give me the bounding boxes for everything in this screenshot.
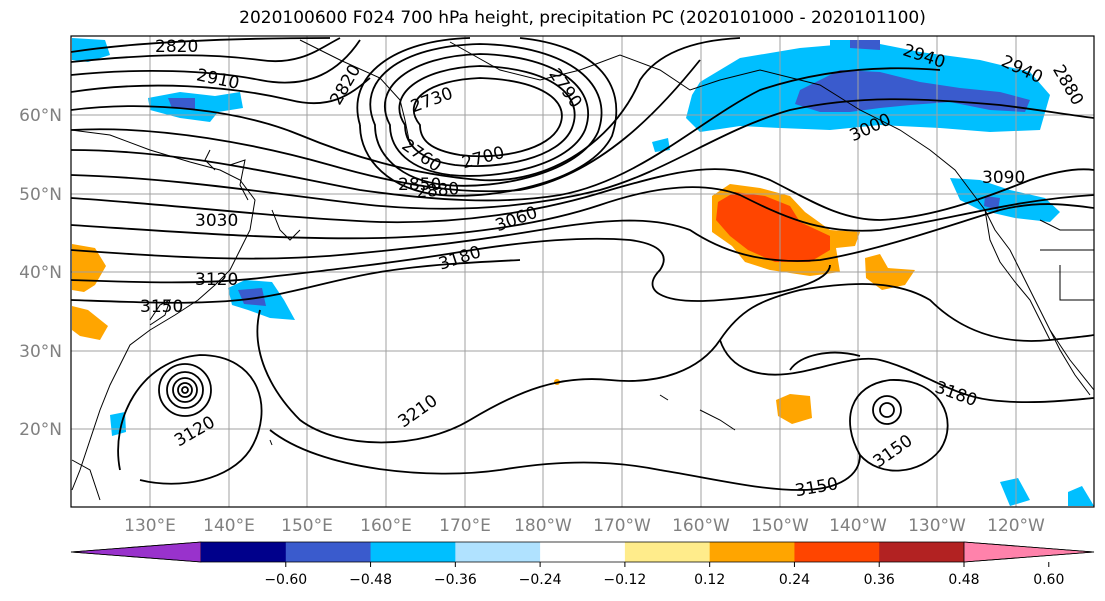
colorbar-outline	[70, 541, 1095, 563]
height-contours	[71, 37, 1094, 491]
lat-label: 20°N	[19, 420, 62, 440]
colorbar-segment	[540, 542, 626, 562]
colorbar: −0.60 −0.48 −0.36 −0.24 −0.12 0.12 0.24 0.36 0.4…	[70, 541, 1095, 588]
contour-label: 2880	[415, 179, 460, 203]
colorbar-tick-label: 0.24	[779, 572, 810, 588]
lon-label: 130°W	[908, 516, 966, 536]
colorbar-tick-label: 0.48	[948, 572, 979, 588]
contour-label: 2850	[398, 175, 441, 195]
colorbar-segment	[285, 542, 372, 562]
lon-label: 160°E	[360, 516, 412, 536]
longitude-labels: 130°E 140°E 150°E 160°E 170°E 180°W 170°…	[124, 516, 1045, 536]
lat-label: 40°N	[19, 263, 62, 283]
lon-label: 160°W	[672, 516, 730, 536]
colorbar-segment	[370, 542, 456, 562]
colorbar-tick-label: 0.60	[1033, 572, 1064, 588]
colorbar-tick-label: −0.48	[349, 572, 392, 588]
colorbar-segment	[201, 542, 287, 562]
colorbar-segments	[70, 541, 1095, 563]
colorbar-tick-label: 0.36	[864, 572, 895, 588]
lon-label: 140°W	[829, 516, 887, 536]
lon-label: 130°E	[124, 516, 176, 536]
colorbar-tick-label: −0.12	[603, 572, 646, 588]
colorbar-extend-low	[70, 541, 202, 563]
colorbar-segment	[624, 542, 711, 562]
map-border	[70, 35, 1095, 508]
contour-label: 2820	[155, 37, 198, 57]
lat-label: 50°N	[19, 185, 62, 205]
lon-label: 180°W	[514, 516, 572, 536]
contour-label: 3150	[140, 297, 183, 317]
colorbar-segment	[794, 542, 880, 562]
contour-label: 3090	[982, 168, 1025, 188]
precip-positive-shading	[72, 184, 915, 424]
colorbar-segment	[709, 542, 795, 562]
colorbar-ticks: −0.60 −0.48 −0.36 −0.24 −0.12 0.12 0.24 0.36 0.4…	[264, 562, 1064, 588]
lon-label: 150°E	[281, 516, 333, 536]
latitude-labels: 60°N 50°N 40°N 30°N 20°N	[19, 106, 62, 440]
lon-label: 170°W	[593, 516, 651, 536]
precip-negative-shading	[72, 38, 1094, 506]
colorbar-tick-label: −0.24	[519, 572, 562, 588]
colorbar-tick-label: −0.36	[434, 572, 477, 588]
colorbar-tick-label: 0.12	[694, 572, 725, 588]
colorbar-segment	[455, 542, 541, 562]
map-title: 2020100600 F024 700 hPa height, precipit…	[239, 8, 926, 28]
contour-label: 3030	[195, 211, 238, 231]
lat-label: 30°N	[19, 342, 62, 362]
lat-label: 60°N	[19, 106, 62, 126]
lon-label: 150°W	[751, 516, 809, 536]
lon-label: 140°E	[203, 516, 255, 536]
colorbar-tick-label: −0.60	[264, 572, 307, 588]
lon-label: 120°W	[987, 516, 1045, 536]
lon-label: 170°E	[439, 516, 491, 536]
colorbar-segment	[879, 542, 965, 562]
colorbar-extend-high	[963, 541, 1095, 563]
contour-label: 3120	[195, 270, 238, 290]
